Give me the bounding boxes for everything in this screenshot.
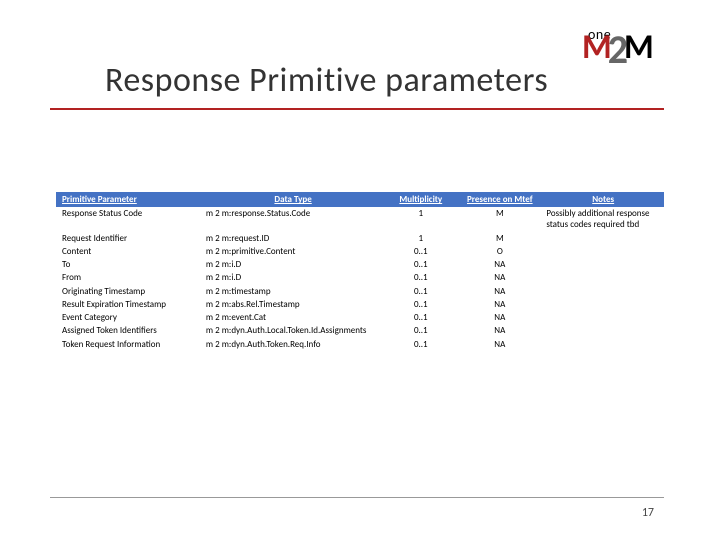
table-cell: m 2 m:primitive.Content xyxy=(202,245,384,258)
table-cell: Possibly additional response status code… xyxy=(542,207,664,232)
table-cell: 0..1 xyxy=(384,311,457,324)
table-cell: Request Identifier xyxy=(56,232,202,245)
table-cell: Response Status Code xyxy=(56,207,202,232)
table-cell: m 2 m:event.Cat xyxy=(202,311,384,324)
table-cell xyxy=(542,245,664,258)
table-row: Assigned Token Identifiersm 2 m:dyn.Auth… xyxy=(56,324,664,337)
table-cell: Result Expiration Timestamp xyxy=(56,298,202,311)
table-cell: NA xyxy=(457,298,542,311)
table-cell: 1 xyxy=(384,207,457,232)
table-row: Contentm 2 m:primitive.Content0..1O xyxy=(56,245,664,258)
table-cell xyxy=(542,298,664,311)
table-cell xyxy=(542,324,664,337)
table-head: Primitive Parameter Data Type Multiplici… xyxy=(56,192,664,207)
table-cell: Content xyxy=(56,245,202,258)
table-cell: From xyxy=(56,271,202,284)
table-cell xyxy=(542,271,664,284)
parameters-table: Primitive Parameter Data Type Multiplici… xyxy=(56,192,664,351)
table-row: Event Categorym 2 m:event.Cat0..1NA xyxy=(56,311,664,324)
table-cell xyxy=(542,338,664,351)
table-row: Token Request Informationm 2 m:dyn.Auth.… xyxy=(56,338,664,351)
table-cell: m 2 m:dyn.Auth.Token.Req.Info xyxy=(202,338,384,351)
table-cell: NA xyxy=(457,324,542,337)
table-cell: 1 xyxy=(384,232,457,245)
table-cell xyxy=(542,232,664,245)
table-cell: 0..1 xyxy=(384,271,457,284)
table-cell: NA xyxy=(457,271,542,284)
table-cell: m 2 m:i.D xyxy=(202,271,384,284)
logo-main: M 2 M xyxy=(582,34,652,66)
table-cell: 0..1 xyxy=(384,324,457,337)
table-cell xyxy=(542,311,664,324)
table-header-row: Primitive Parameter Data Type Multiplici… xyxy=(56,192,664,207)
table-cell: NA xyxy=(457,258,542,271)
table-cell: NA xyxy=(457,311,542,324)
table-row: Originating Timestampm 2 m:timestamp0..1… xyxy=(56,285,664,298)
table-cell xyxy=(542,258,664,271)
logo-m-red: M xyxy=(582,34,610,63)
table-cell: Token Request Information xyxy=(56,338,202,351)
title-underline xyxy=(50,108,664,110)
parameters-table-wrap: Primitive Parameter Data Type Multiplici… xyxy=(56,192,664,351)
table-cell: m 2 m:request.ID xyxy=(202,232,384,245)
table-cell: Assigned Token Identifiers xyxy=(56,324,202,337)
table-row: Fromm 2 m:i.D0..1NA xyxy=(56,271,664,284)
onem2m-logo: one M 2 M xyxy=(582,24,664,70)
col-multiplicity: Multiplicity xyxy=(384,192,457,207)
table-cell: 0..1 xyxy=(384,245,457,258)
table-cell: m 2 m:dyn.Auth.Local.Token.Id.Assignment… xyxy=(202,324,384,337)
col-primitive-parameter: Primitive Parameter xyxy=(56,192,202,207)
table-cell: m 2 m:timestamp xyxy=(202,285,384,298)
col-notes: Notes xyxy=(542,192,664,207)
table-cell: 0..1 xyxy=(384,285,457,298)
table-cell xyxy=(542,285,664,298)
table-row: Request Identifierm 2 m:request.ID1M xyxy=(56,232,664,245)
bottom-divider xyxy=(50,497,664,498)
slide: one M 2 M Response Primitive parameters … xyxy=(0,0,720,540)
table-cell: Originating Timestamp xyxy=(56,285,202,298)
table-cell: NA xyxy=(457,285,542,298)
table-cell: M xyxy=(457,207,542,232)
table-cell: m 2 m:i.D xyxy=(202,258,384,271)
table-cell: O xyxy=(457,245,542,258)
table-cell: M xyxy=(457,232,542,245)
table-cell: 0..1 xyxy=(384,298,457,311)
col-data-type: Data Type xyxy=(202,192,384,207)
col-presence: Presence on Mtef xyxy=(457,192,542,207)
table-cell: m 2 m:response.Status.Code xyxy=(202,207,384,232)
table-row: Response Status Codem 2 m:response.Statu… xyxy=(56,207,664,232)
table-cell: m 2 m:abs.Rel.Timestamp xyxy=(202,298,384,311)
table-cell: Event Category xyxy=(56,311,202,324)
page-number: 17 xyxy=(642,506,654,520)
table-cell: 0..1 xyxy=(384,338,457,351)
table-row: Tom 2 m:i.D0..1NA xyxy=(56,258,664,271)
table-row: Result Expiration Timestampm 2 m:abs.Rel… xyxy=(56,298,664,311)
logo-m-black: M xyxy=(624,34,652,63)
table-body: Response Status Codem 2 m:response.Statu… xyxy=(56,207,664,351)
table-cell: To xyxy=(56,258,202,271)
table-cell: NA xyxy=(457,338,542,351)
table-cell: 0..1 xyxy=(384,258,457,271)
